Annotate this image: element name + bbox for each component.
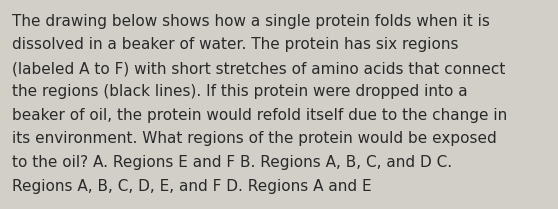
Text: dissolved in a beaker of water. The protein has six regions: dissolved in a beaker of water. The prot… — [12, 37, 459, 52]
Text: Regions A, B, C, D, E, and F D. Regions A and E: Regions A, B, C, D, E, and F D. Regions … — [12, 178, 372, 194]
Text: its environment. What regions of the protein would be exposed: its environment. What regions of the pro… — [12, 131, 497, 147]
Text: beaker of oil, the protein would refold itself due to the change in: beaker of oil, the protein would refold … — [12, 108, 507, 123]
Text: The drawing below shows how a single protein folds when it is: The drawing below shows how a single pro… — [12, 14, 490, 29]
Text: to the oil? A. Regions E and F B. Regions A, B, C, and D C.: to the oil? A. Regions E and F B. Region… — [12, 155, 452, 170]
Text: the regions (black lines). If this protein were dropped into a: the regions (black lines). If this prote… — [12, 84, 468, 99]
Text: (labeled A to F) with short stretches of amino acids that connect: (labeled A to F) with short stretches of… — [12, 61, 506, 76]
